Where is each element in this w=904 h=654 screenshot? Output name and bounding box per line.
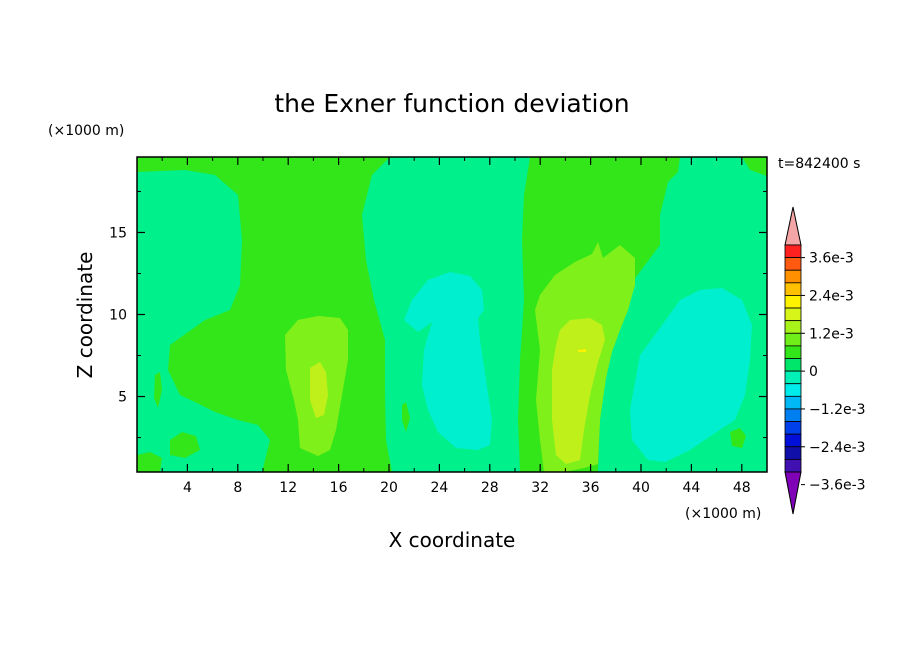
region-negative-center: [404, 272, 492, 450]
x-tick-label: 48: [733, 480, 751, 496]
plot-area: [137, 157, 767, 472]
region-positive-small-right: [730, 428, 746, 448]
colorbar-label: −1.2e-3: [809, 402, 866, 418]
colorbar-label: −3.6e-3: [809, 478, 866, 494]
x-axis-ticks: 4 8 12 16 20 24 28 32 36 40 44 48: [161, 157, 751, 496]
colorbar-label: 2.4e-3: [809, 288, 854, 304]
colorbar-swatch: [784, 320, 802, 334]
y-axis-ticks: 5 10 15: [109, 190, 767, 439]
colorbar-top-arrow: [784, 206, 802, 246]
colorbar-swatch: [784, 269, 802, 284]
colorbar-swatch: [784, 458, 802, 473]
x-tick-label: 40: [632, 480, 650, 496]
x-tick-label: 36: [582, 480, 600, 496]
colorbar-swatch: [784, 307, 802, 322]
x-tick-label: 32: [531, 480, 549, 496]
x-tick-label: 28: [481, 480, 499, 496]
colorbar-swatch: [784, 408, 802, 422]
x-tick-label: 44: [682, 480, 700, 496]
colorbar-swatch: [784, 370, 802, 385]
colorbar-swatch: [784, 345, 802, 359]
y-tick-label: 5: [118, 390, 127, 406]
region-peak-positive: [578, 349, 586, 352]
x-tick-label: 24: [430, 480, 448, 496]
x-tick-label: 4: [183, 480, 192, 496]
colorbar: 3.6e-3 2.4e-3 1.2e-3 0 −1.2e-3 −2.4e-3 −3.6e-3: [784, 206, 866, 515]
colorbar-label: 0: [809, 364, 818, 380]
colorbar-swatch: [784, 421, 802, 435]
region-high-positive-center: [552, 318, 605, 464]
y-tick-label: 15: [109, 225, 127, 241]
region-positive-right-patch: [742, 157, 767, 176]
time-label: t=842400 s: [778, 156, 860, 172]
region-positive-small-left: [154, 372, 162, 408]
colorbar-swatch: [784, 282, 802, 296]
y-tick-label: 10: [109, 308, 127, 324]
colorbar-swatch: [784, 295, 802, 309]
x-tick-label: 20: [380, 480, 398, 496]
colorbar-swatch: [784, 332, 802, 347]
region-positive-small-mid: [402, 402, 410, 432]
x-axis-unit: (×1000 m): [685, 506, 761, 522]
colorbar-swatch: [784, 358, 802, 372]
x-tick-label: 16: [330, 480, 348, 496]
x-tick-label: 8: [233, 480, 242, 496]
colorbar-label: 3.6e-3: [809, 251, 854, 267]
colorbar-bottom-arrow: [784, 471, 802, 515]
x-axis-label: X coordinate: [389, 528, 516, 552]
y-axis-unit: (×1000 m): [48, 123, 124, 139]
colorbar-swatch: [784, 383, 802, 397]
region-positive-left-small: [137, 452, 162, 472]
chart-title: the Exner function deviation: [274, 89, 629, 118]
x-tick-label: 12: [279, 480, 297, 496]
colorbar-swatch: [784, 433, 802, 448]
colorbar-label: −2.4e-3: [809, 440, 866, 456]
y-axis-label: Z coordinate: [73, 252, 97, 379]
colorbar-swatch: [784, 244, 802, 259]
colorbar-swatch: [784, 257, 802, 271]
region-positive-bottom-left: [170, 432, 200, 458]
region-negative-right: [630, 288, 752, 462]
region-high-positive-left: [310, 362, 328, 418]
colorbar-label: 1.2e-3: [809, 326, 854, 342]
colorbar-swatch: [784, 446, 802, 460]
colorbar-swatch: [784, 395, 802, 410]
